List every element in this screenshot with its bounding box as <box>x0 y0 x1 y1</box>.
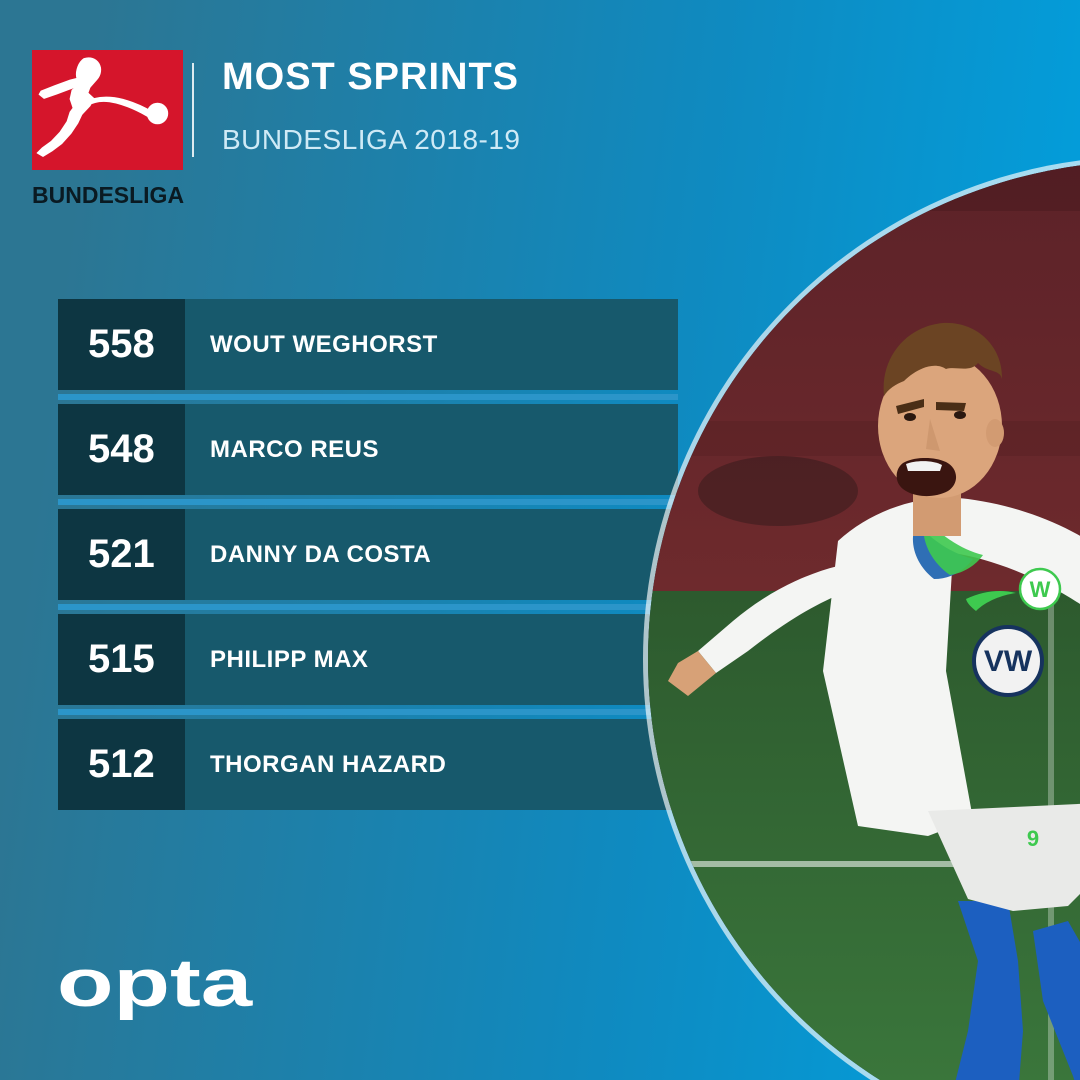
svg-text:VW: VW <box>984 645 1033 678</box>
svg-text:W: W <box>1030 577 1051 602</box>
svg-text:9: 9 <box>1027 826 1039 851</box>
